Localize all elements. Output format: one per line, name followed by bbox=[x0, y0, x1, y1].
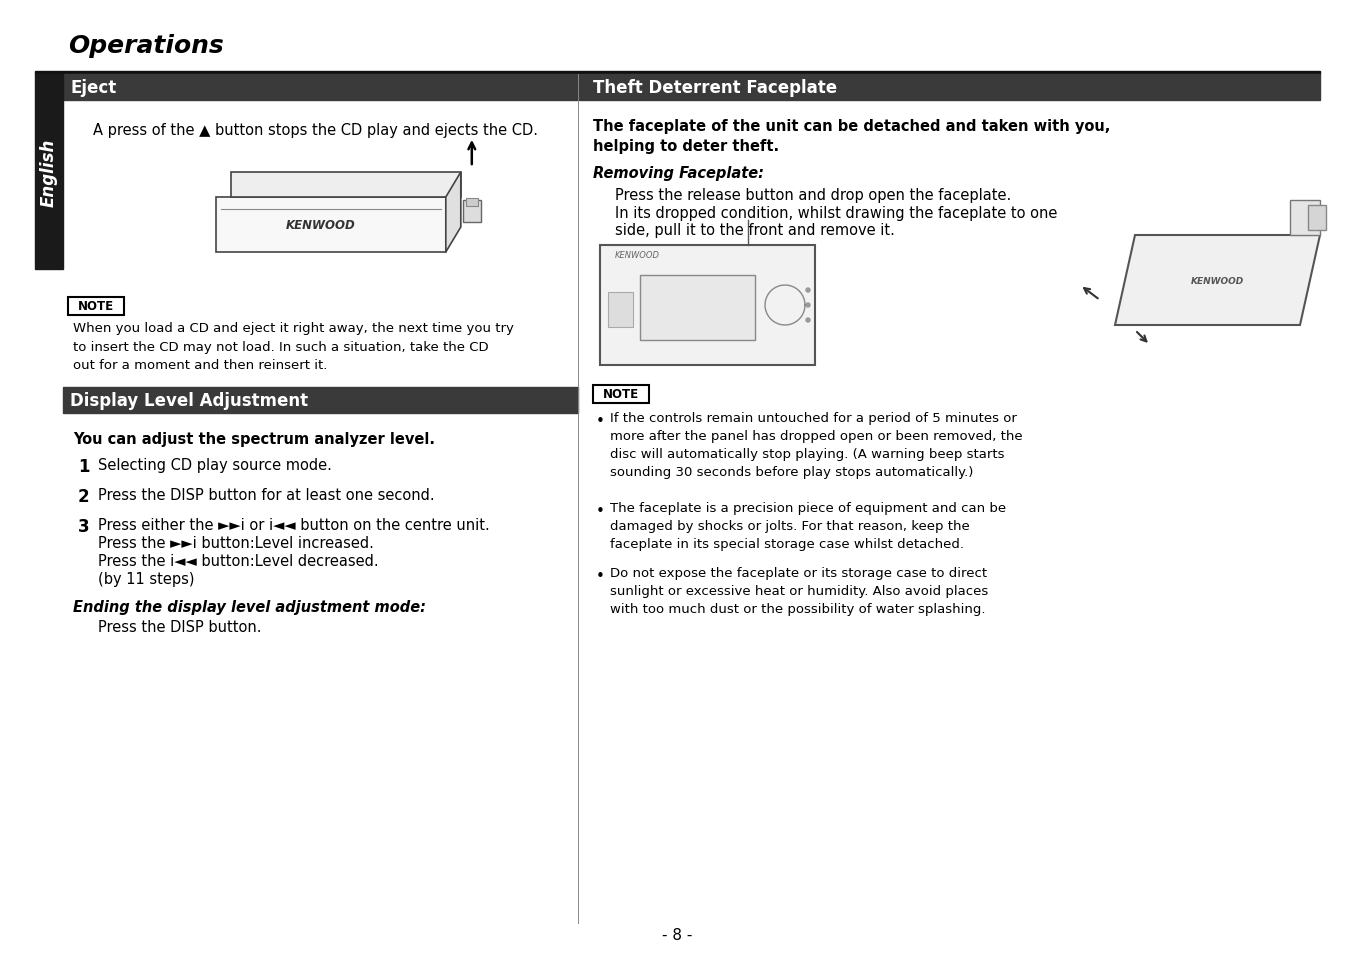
Text: When you load a CD and eject it right away, the next time you try
to insert the : When you load a CD and eject it right aw… bbox=[73, 322, 514, 372]
Polygon shape bbox=[446, 172, 461, 253]
Text: Press the DISP button.: Press the DISP button. bbox=[98, 619, 262, 635]
Text: Selecting CD play source mode.: Selecting CD play source mode. bbox=[98, 457, 332, 473]
Text: Do not expose the faceplate or its storage case to direct
sunlight or excessive : Do not expose the faceplate or its stora… bbox=[610, 566, 988, 616]
Bar bbox=[466, 199, 478, 207]
Bar bbox=[600, 246, 814, 366]
Bar bbox=[62, 388, 579, 414]
Text: - 8 -: - 8 - bbox=[663, 927, 692, 943]
Circle shape bbox=[806, 289, 810, 293]
Text: You can adjust the spectrum analyzer level.: You can adjust the spectrum analyzer lev… bbox=[73, 432, 435, 447]
Text: •: • bbox=[596, 414, 604, 429]
Bar bbox=[62, 75, 579, 101]
Text: •: • bbox=[596, 568, 604, 583]
Text: •: • bbox=[596, 503, 604, 518]
Text: A press of the ▲ button stops the CD play and ejects the CD.: A press of the ▲ button stops the CD pla… bbox=[93, 123, 538, 138]
Bar bbox=[640, 275, 755, 340]
Circle shape bbox=[806, 304, 810, 308]
Text: Press the ►►i button:Level increased.: Press the ►►i button:Level increased. bbox=[98, 536, 374, 551]
Polygon shape bbox=[1115, 235, 1320, 326]
Text: Display Level Adjustment: Display Level Adjustment bbox=[70, 392, 308, 410]
Bar bbox=[579, 75, 1320, 101]
Circle shape bbox=[806, 318, 810, 323]
Text: English: English bbox=[41, 138, 58, 207]
Text: Press the release button and drop open the faceplate.: Press the release button and drop open t… bbox=[615, 188, 1011, 203]
Text: Press the DISP button for at least one second.: Press the DISP button for at least one s… bbox=[98, 488, 435, 502]
Text: Ending the display level adjustment mode:: Ending the display level adjustment mode… bbox=[73, 599, 425, 615]
Text: In its dropped condition, whilst drawing the faceplate to one: In its dropped condition, whilst drawing… bbox=[615, 206, 1057, 221]
Text: side, pull it to the front and remove it.: side, pull it to the front and remove it… bbox=[615, 223, 894, 237]
Text: The faceplate is a precision piece of equipment and can be
damaged by shocks or : The faceplate is a precision piece of eq… bbox=[610, 501, 1007, 551]
Bar bbox=[608, 293, 633, 328]
Text: (by 11 steps): (by 11 steps) bbox=[98, 572, 195, 586]
Bar bbox=[35, 71, 1320, 75]
Text: Press the i◄◄ button:Level decreased.: Press the i◄◄ button:Level decreased. bbox=[98, 554, 378, 568]
Text: Eject: Eject bbox=[70, 79, 117, 97]
Text: KENWOOD: KENWOOD bbox=[286, 219, 355, 232]
Text: KENWOOD: KENWOOD bbox=[615, 252, 660, 260]
Text: Operations: Operations bbox=[68, 34, 224, 58]
Bar bbox=[68, 297, 125, 315]
Text: NOTE: NOTE bbox=[603, 388, 640, 401]
Bar bbox=[215, 198, 446, 253]
Text: Removing Faceplate:: Removing Faceplate: bbox=[593, 166, 764, 181]
Text: Theft Deterrent Faceplate: Theft Deterrent Faceplate bbox=[593, 79, 837, 97]
Text: If the controls remain untouched for a period of 5 minutes or
more after the pan: If the controls remain untouched for a p… bbox=[610, 412, 1023, 478]
Bar bbox=[463, 201, 481, 223]
Text: The faceplate of the unit can be detached and taken with you,
helping to deter t: The faceplate of the unit can be detache… bbox=[593, 119, 1110, 153]
Text: 3: 3 bbox=[79, 517, 89, 536]
Polygon shape bbox=[230, 172, 461, 198]
Bar bbox=[1290, 201, 1320, 235]
Text: Press either the ►►i or i◄◄ button on the centre unit.: Press either the ►►i or i◄◄ button on th… bbox=[98, 517, 489, 533]
Text: KENWOOD: KENWOOD bbox=[1191, 276, 1244, 285]
Text: NOTE: NOTE bbox=[79, 300, 114, 314]
Text: 2: 2 bbox=[79, 488, 89, 505]
Bar bbox=[593, 386, 649, 403]
Bar bbox=[1308, 206, 1327, 231]
Bar bbox=[35, 75, 62, 270]
Text: 1: 1 bbox=[79, 457, 89, 476]
